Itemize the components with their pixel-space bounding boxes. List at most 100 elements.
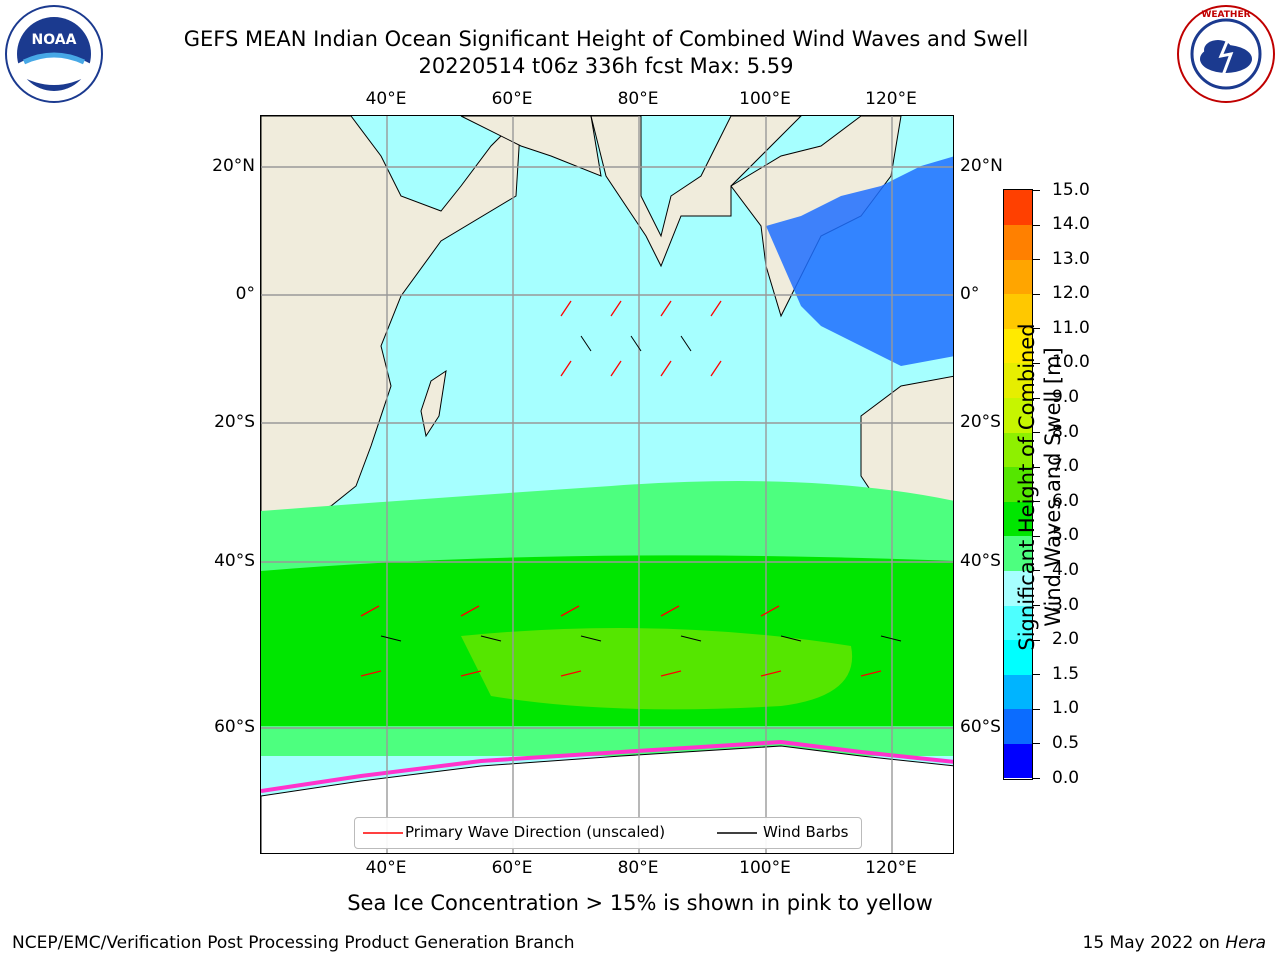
lat-tick-right: 60°S <box>960 717 1001 737</box>
colorbar-tick-mark <box>1033 708 1040 710</box>
lon-tick-bottom: 40°E <box>365 858 407 878</box>
colorbar-segment <box>1004 432 1032 468</box>
svg-text:WEATHER: WEATHER <box>1201 10 1250 20</box>
footer-host: Hera <box>1225 933 1266 953</box>
sea-ice-fringe <box>261 739 953 793</box>
colorbar-tick-label: 7.0 <box>1052 456 1080 477</box>
lat-tick-right: 40°S <box>960 551 1001 571</box>
nws-logo: WEATHER <box>1176 4 1276 104</box>
colorbar-segment <box>1004 570 1032 606</box>
lon-tick-top: 80°E <box>617 89 659 109</box>
colorbar-tick-label: 1.5 <box>1052 663 1080 684</box>
lat-tick-right: 0° <box>960 284 980 304</box>
lat-tick-left: 60°S <box>214 717 255 737</box>
lat-tick-left: 20°N <box>212 156 255 176</box>
colorbar-segment <box>1004 224 1032 260</box>
lon-tick-bottom: 100°E <box>739 858 791 878</box>
map-svg <box>261 116 953 853</box>
colorbar-tick-label: 3.0 <box>1052 594 1080 615</box>
colorbar-tick-mark <box>1033 466 1040 468</box>
svg-text:NOAA: NOAA <box>32 32 77 48</box>
footer-date: 15 May 2022 on Hera <box>1083 933 1267 953</box>
lat-tick-left: 20°S <box>214 412 255 432</box>
colorbar <box>1003 189 1033 780</box>
noaa-logo: NOAA <box>4 4 104 104</box>
wind-barbs <box>380 335 902 642</box>
colorbar-tick-mark <box>1033 293 1040 295</box>
map-grid <box>261 116 953 853</box>
land-arabia <box>460 116 602 177</box>
colorbar-tick-mark <box>1033 224 1040 226</box>
chart-subtitle: 20220514 t06z 336h fcst Max: 5.59 <box>418 54 794 78</box>
colorbar-tick-mark <box>1033 570 1040 572</box>
band-5m <box>461 628 853 710</box>
lon-tick-top: 100°E <box>739 89 791 109</box>
colorbar-tick-mark <box>1033 397 1040 399</box>
land-india <box>590 116 802 268</box>
colorbar-tick-mark <box>1033 362 1040 364</box>
sea-ice-note: Sea Ice Concentration > 15% is shown in … <box>347 891 933 915</box>
colorbar-tick-label: 8.0 <box>1052 421 1080 442</box>
colorbar-tick-label: 14.0 <box>1052 214 1090 235</box>
colorbar-segment <box>1004 535 1032 571</box>
colorbar-tick-label: 13.0 <box>1052 248 1090 269</box>
colorbar-tick-mark <box>1033 674 1040 676</box>
colorbar-tick-mark <box>1033 605 1040 607</box>
colorbar-segment <box>1004 466 1032 502</box>
colorbar-tick-label: 2.0 <box>1052 629 1080 650</box>
colorbar-tick-label: 5.0 <box>1052 525 1080 546</box>
colorbar-segment <box>1004 743 1032 779</box>
colorbar-segment <box>1004 708 1032 744</box>
lat-tick-left: 0° <box>235 284 255 304</box>
colorbar-tick-mark <box>1033 778 1040 779</box>
colorbar-segment <box>1004 328 1032 364</box>
colorbar-segment <box>1004 397 1032 433</box>
colorbar-segment <box>1004 293 1032 329</box>
chart-title: GEFS MEAN Indian Ocean Significant Heigh… <box>183 27 1029 51</box>
colorbar-label-line1: Significant Height of Combined <box>1015 323 1039 651</box>
colorbar-tick-mark <box>1033 259 1040 261</box>
legend: Primary Wave Direction (unscaled) Wind B… <box>354 817 862 849</box>
legend-wave-direction: Primary Wave Direction (unscaled) <box>405 823 666 841</box>
lon-tick-top: 40°E <box>365 89 407 109</box>
colorbar-tick-mark <box>1033 639 1040 641</box>
colorbar-tick-mark <box>1033 535 1040 537</box>
colorbar-tick-label: 4.0 <box>1052 559 1080 580</box>
colorbar-label-line2: Wind Waves and Swell [m] <box>1041 347 1065 627</box>
lon-tick-top: 120°E <box>865 89 917 109</box>
colorbar-segment <box>1004 362 1032 399</box>
colorbar-tick-mark <box>1033 501 1040 503</box>
lat-tick-left: 40°S <box>214 551 255 571</box>
colorbar-segment <box>1004 639 1032 675</box>
map-panel <box>260 115 954 854</box>
lat-tick-right: 20°S <box>960 412 1001 432</box>
colorbar-segment <box>1004 674 1032 710</box>
colorbar-tick-label: 12.0 <box>1052 283 1090 304</box>
sea-shallow <box>766 156 953 366</box>
wave-direction-arrows <box>360 300 882 677</box>
footer-branch: NCEP/EMC/Verification Post Processing Pr… <box>12 933 575 953</box>
colorbar-label: Significant Height of Combined Wind Wave… <box>1014 277 1066 697</box>
colorbar-tick-label: 11.0 <box>1052 317 1090 338</box>
lon-tick-bottom: 80°E <box>617 858 659 878</box>
footer-date-text: 15 May 2022 on <box>1082 933 1220 953</box>
colorbar-tick-label: 0.0 <box>1052 767 1080 788</box>
colorbar-segment <box>1004 190 1032 226</box>
colorbar-segment <box>1004 501 1032 537</box>
legend-wind-barbs: Wind Barbs <box>763 823 849 841</box>
colorbar-tick-mark <box>1033 328 1040 330</box>
colorbar-tick-label: 0.5 <box>1052 732 1080 753</box>
lat-tick-right: 20°N <box>960 156 1003 176</box>
lon-tick-top: 60°E <box>491 89 533 109</box>
colorbar-tick-label: 1.0 <box>1052 698 1080 719</box>
colorbar-tick-mark <box>1033 432 1040 434</box>
colorbar-tick-label: 6.0 <box>1052 490 1080 511</box>
colorbar-tick-label: 15.0 <box>1052 179 1090 200</box>
lon-tick-bottom: 60°E <box>491 858 533 878</box>
lon-tick-bottom: 120°E <box>865 858 917 878</box>
land-madagascar <box>420 369 447 438</box>
colorbar-segment <box>1004 605 1032 641</box>
colorbar-tick-label: 10.0 <box>1052 352 1090 373</box>
colorbar-tick-mark <box>1033 190 1040 191</box>
colorbar-tick-label: 9.0 <box>1052 387 1080 408</box>
